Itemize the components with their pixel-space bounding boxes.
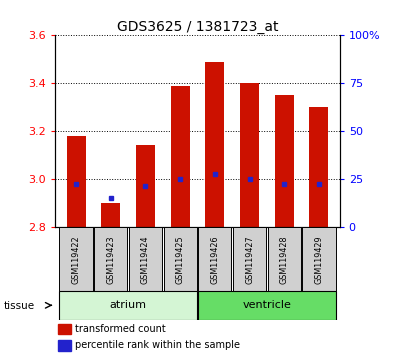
Bar — [171, 86, 190, 227]
FancyBboxPatch shape — [129, 227, 162, 291]
Text: GSM119425: GSM119425 — [176, 235, 184, 284]
Bar — [136, 145, 155, 227]
Text: GSM119424: GSM119424 — [141, 235, 150, 284]
Text: GSM119429: GSM119429 — [314, 235, 324, 284]
Bar — [67, 136, 86, 227]
FancyBboxPatch shape — [233, 227, 266, 291]
Text: tissue: tissue — [4, 301, 35, 311]
Bar — [58, 324, 71, 335]
FancyBboxPatch shape — [60, 291, 197, 320]
FancyBboxPatch shape — [198, 227, 231, 291]
Title: GDS3625 / 1381723_at: GDS3625 / 1381723_at — [117, 21, 278, 34]
Text: GSM119426: GSM119426 — [211, 235, 219, 284]
Bar — [309, 107, 328, 227]
Text: GSM119428: GSM119428 — [280, 235, 289, 284]
Bar — [275, 95, 294, 227]
Text: GSM119422: GSM119422 — [71, 235, 81, 284]
FancyBboxPatch shape — [60, 227, 93, 291]
Text: atrium: atrium — [110, 300, 147, 310]
Bar — [101, 203, 120, 227]
Bar — [58, 340, 71, 350]
FancyBboxPatch shape — [164, 227, 197, 291]
Text: ventricle: ventricle — [243, 300, 291, 310]
FancyBboxPatch shape — [302, 227, 335, 291]
Text: GSM119427: GSM119427 — [245, 235, 254, 284]
Bar — [205, 62, 224, 227]
FancyBboxPatch shape — [198, 291, 335, 320]
Text: GSM119423: GSM119423 — [106, 235, 115, 284]
Text: transformed count: transformed count — [75, 324, 166, 334]
FancyBboxPatch shape — [94, 227, 128, 291]
Text: percentile rank within the sample: percentile rank within the sample — [75, 340, 240, 350]
FancyBboxPatch shape — [267, 227, 301, 291]
Bar — [240, 83, 259, 227]
